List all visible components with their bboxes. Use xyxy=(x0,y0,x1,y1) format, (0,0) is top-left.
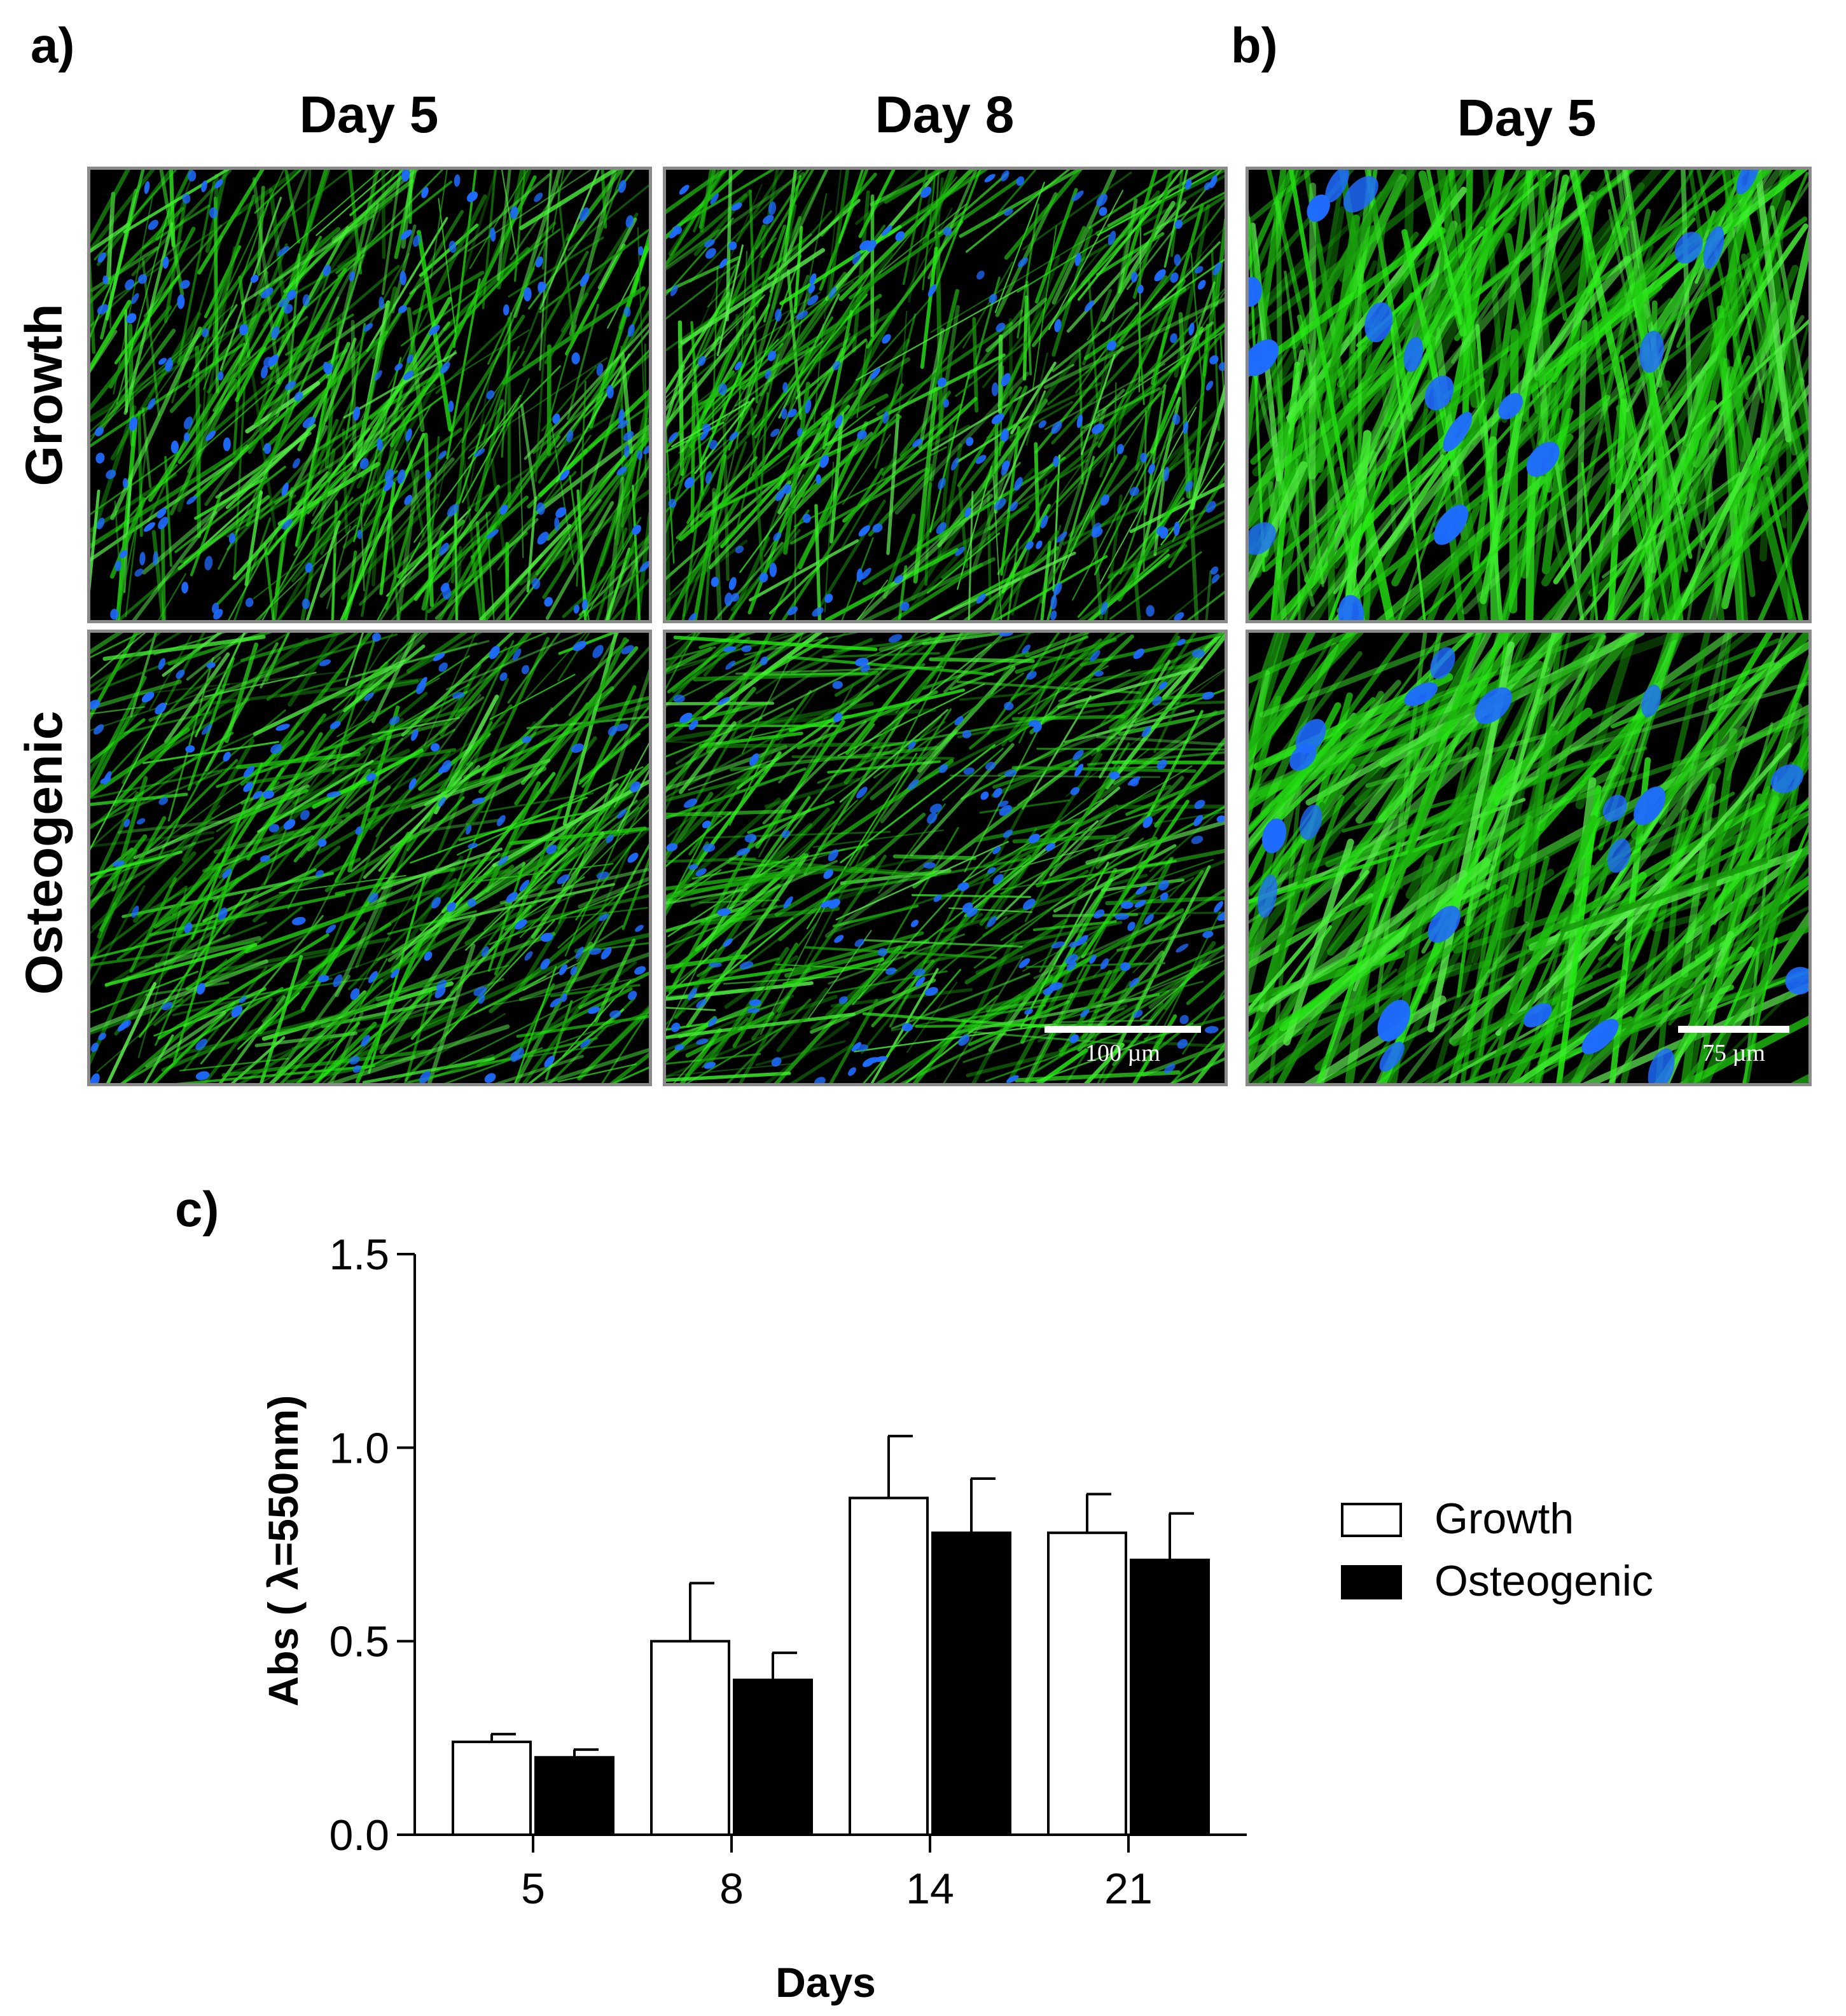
bar-growth-day-14 xyxy=(849,1496,929,1836)
x-axis-title: Days xyxy=(775,1959,876,2006)
panel-label-c: c) xyxy=(175,1181,219,1237)
bar-chart: 0.0 0.5 1.0 1.5 Abs ( λ=550nm) Days 5 8 14 21 Gro… xyxy=(260,1231,1653,2006)
actin-fibers xyxy=(90,170,649,620)
legend-swatch-growth xyxy=(1341,1503,1402,1537)
row-header-osteogenic: Osteogenic xyxy=(15,710,73,995)
column-header-day5-b: Day 5 xyxy=(1457,89,1597,147)
nuclei xyxy=(1257,647,1808,1083)
micrograph-growth-day5-zoom xyxy=(1246,167,1812,623)
micrograph-growth-day8 xyxy=(663,167,1228,623)
row-header-growth: Growth xyxy=(15,303,73,487)
nuclei xyxy=(95,170,649,620)
actin-fibers xyxy=(666,633,1225,1083)
nuclei xyxy=(90,633,646,1083)
legend-swatch-osteogenic xyxy=(1341,1565,1402,1599)
y-tick-label: 1.0 xyxy=(329,1424,389,1472)
y-tick-label: 0.5 xyxy=(329,1618,389,1666)
actin-fibers xyxy=(666,170,1225,620)
y-axis-title: Abs ( λ=550nm) xyxy=(260,1395,307,1707)
scale-bar-label-100um: 100 µm xyxy=(1085,1040,1160,1067)
column-header-day8-a: Day 8 xyxy=(875,86,1015,144)
column-header-day5-a: Day 5 xyxy=(299,86,439,144)
x-tick-label: 8 xyxy=(719,1865,744,1913)
legend-label-growth: Growth xyxy=(1434,1495,1574,1543)
panel-label-b: b) xyxy=(1231,17,1278,73)
bar-growth-day-5 xyxy=(452,1740,532,1836)
scale-bar-label-75um: 75 µm xyxy=(1702,1040,1765,1067)
actin-fibers xyxy=(1249,633,1808,1083)
y-tick-label: 0.0 xyxy=(329,1811,389,1860)
scale-bar-75um xyxy=(1678,1026,1789,1033)
x-tick-label: 21 xyxy=(1104,1865,1153,1913)
bar-osteogenic-day-5 xyxy=(534,1756,614,1836)
micrograph-growth-day5 xyxy=(87,167,652,623)
micrograph-osteogenic-day5-zoom: 75 µm xyxy=(1246,630,1812,1086)
nuclei xyxy=(1249,170,1759,620)
actin-fibers xyxy=(1249,170,1808,620)
bar-growth-day-8 xyxy=(650,1640,730,1837)
legend-label-osteogenic: Osteogenic xyxy=(1434,1557,1653,1605)
bar-osteogenic-day-8 xyxy=(733,1678,813,1837)
bar-osteogenic-day-14 xyxy=(931,1531,1011,1836)
nuclei xyxy=(666,633,1225,1083)
x-tick-label: 14 xyxy=(906,1865,954,1913)
micrograph-osteogenic-day8: 100 µm xyxy=(663,630,1228,1086)
scale-bar-100um xyxy=(1044,1026,1201,1033)
bar-growth-day-21 xyxy=(1047,1531,1127,1836)
nuclei xyxy=(668,170,1225,620)
panel-label-a: a) xyxy=(31,17,75,73)
micrograph-osteogenic-day5 xyxy=(87,630,652,1086)
actin-fibers xyxy=(90,633,649,1083)
y-tick-label: 1.5 xyxy=(329,1231,389,1279)
x-tick-label: 5 xyxy=(521,1865,545,1913)
bar-osteogenic-day-21 xyxy=(1130,1558,1210,1836)
